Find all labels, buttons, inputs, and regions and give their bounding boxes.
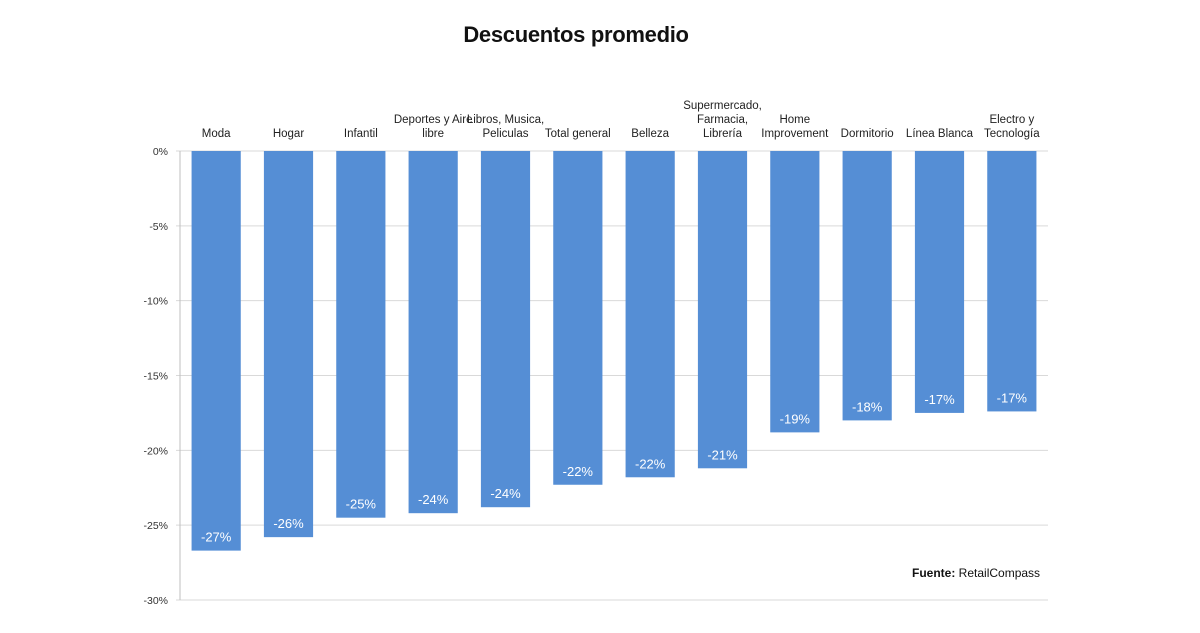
category-label-line: Tecnología <box>984 128 1040 140</box>
bar <box>408 151 458 514</box>
category-label: Deportes y Aire libre <box>394 114 473 140</box>
bar <box>263 151 314 538</box>
category-label: Total general <box>545 128 611 140</box>
bar <box>914 151 965 413</box>
chart-title: Descuentos promedio <box>463 22 689 47</box>
data-label: -22% <box>635 456 666 471</box>
category-label: Libros, Musica, Peliculas <box>467 114 544 140</box>
bar <box>770 151 820 433</box>
y-tick-label: -10% <box>143 296 168 308</box>
data-label: -17% <box>924 392 955 407</box>
data-label: -18% <box>852 399 883 414</box>
bar <box>625 151 675 478</box>
category-label-line: Improvement <box>761 128 829 140</box>
category-label: Supermercado, Farmacia, Librería <box>683 100 762 140</box>
category-label-line: libre <box>422 128 444 140</box>
category-label-line: Belleza <box>631 128 669 140</box>
category-label: Moda <box>202 128 231 140</box>
source-note: Fuente: RetailCompass <box>912 566 1040 580</box>
category-label: Dormitorio <box>841 128 894 140</box>
category-label-line: Total general <box>545 128 611 140</box>
category-label-line: Farmacia, <box>697 114 748 126</box>
bar <box>191 151 241 551</box>
category-label-line: Hogar <box>273 128 304 140</box>
category-label-line: Electro y <box>989 114 1034 126</box>
category-label: Hogar <box>273 128 304 140</box>
source-prefix: Fuente: <box>912 566 956 580</box>
category-label: Línea Blanca <box>906 128 974 140</box>
data-label: -24% <box>490 486 521 501</box>
y-tick-label: -25% <box>143 520 168 532</box>
y-tick-label: -30% <box>143 595 168 607</box>
bar <box>842 151 892 421</box>
y-tick-label: -20% <box>143 445 168 457</box>
category-label: Electro y Tecnología <box>984 114 1040 140</box>
y-tick-label: 0% <box>153 146 168 158</box>
data-label: -24% <box>418 492 449 507</box>
bar <box>336 151 386 518</box>
category-label-line: Dormitorio <box>841 128 894 140</box>
category-label-line: Supermercado, <box>683 100 762 112</box>
data-label: -17% <box>997 390 1028 405</box>
category-label-line: Librería <box>703 128 743 140</box>
data-label: -25% <box>346 497 377 512</box>
source-text: RetailCompass <box>955 566 1041 580</box>
data-label: -26% <box>273 516 304 531</box>
category-label-line: Home <box>779 114 810 126</box>
y-tick-label: -5% <box>149 221 168 233</box>
category-label-line: Moda <box>202 128 231 140</box>
category-label-line: Línea Blanca <box>906 128 974 140</box>
bar <box>553 151 603 485</box>
category-label: Belleza <box>631 128 669 140</box>
y-tick-label: -15% <box>143 371 168 383</box>
data-label: -22% <box>563 464 594 479</box>
bar <box>480 151 531 508</box>
data-label: -21% <box>707 447 738 462</box>
category-label: Home Improvement <box>761 114 829 140</box>
bar <box>697 151 748 469</box>
category-label-line: Peliculas <box>482 128 528 140</box>
category-label: Infantil <box>344 128 378 140</box>
category-label-line: Libros, Musica, <box>467 114 544 126</box>
category-label-line: Deportes y Aire <box>394 114 473 126</box>
category-label-line: Infantil <box>344 128 378 140</box>
data-label: -19% <box>780 411 811 426</box>
data-label: -27% <box>201 530 232 545</box>
bar <box>987 151 1037 412</box>
